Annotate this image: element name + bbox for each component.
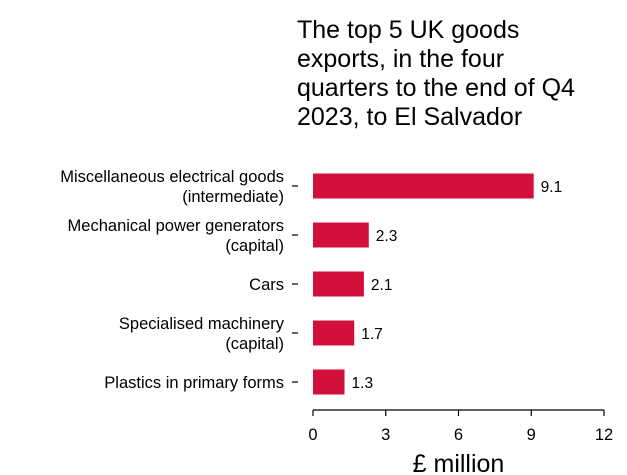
x-tick-label: 9 bbox=[527, 426, 536, 444]
category-label: (intermediate) bbox=[182, 188, 284, 206]
category-labels: Miscellaneous electrical goods (intermedi… bbox=[60, 168, 298, 392]
bar-value-label: 2.3 bbox=[376, 228, 398, 245]
category-label: Specialised machinery bbox=[119, 315, 285, 333]
bar bbox=[313, 320, 355, 346]
bar-value-label: 2.1 bbox=[371, 277, 393, 294]
bar bbox=[313, 271, 364, 297]
chart-title-line: exports, in the four bbox=[297, 45, 505, 73]
chart-title-line: 2023, to El Salvador bbox=[297, 103, 523, 131]
bar bbox=[313, 173, 534, 199]
category-label: Plastics in primary forms bbox=[104, 374, 284, 392]
bar bbox=[313, 222, 369, 248]
x-tick-label: 12 bbox=[595, 426, 613, 444]
bar-value-label: 9.1 bbox=[541, 179, 563, 196]
bar-value-label: 1.7 bbox=[361, 326, 383, 343]
category-label: (capital) bbox=[225, 335, 284, 353]
x-axis-title: £ million bbox=[413, 450, 505, 475]
chart-title-line: quarters to the end of Q4 bbox=[297, 74, 575, 102]
x-axis: 0 3 6 9 12 £ million bbox=[308, 409, 613, 475]
x-tick-label: 0 bbox=[308, 426, 317, 444]
chart-title-line: The top 5 UK goods bbox=[297, 16, 520, 44]
category-label: Cars bbox=[249, 276, 284, 294]
category-label: (capital) bbox=[225, 237, 284, 255]
x-tick-label: 6 bbox=[454, 426, 463, 444]
bar bbox=[313, 369, 345, 395]
bars-layer: 9.1 2.3 2.1 1.7 1.3 bbox=[313, 173, 563, 395]
x-tick-label: 3 bbox=[381, 426, 390, 444]
chart-title: The top 5 UK goods exports, in the four qu… bbox=[297, 16, 622, 132]
category-label: Mechanical power generators bbox=[68, 217, 284, 235]
category-label: Miscellaneous electrical goods bbox=[60, 168, 284, 186]
bar-value-label: 1.3 bbox=[352, 375, 374, 392]
